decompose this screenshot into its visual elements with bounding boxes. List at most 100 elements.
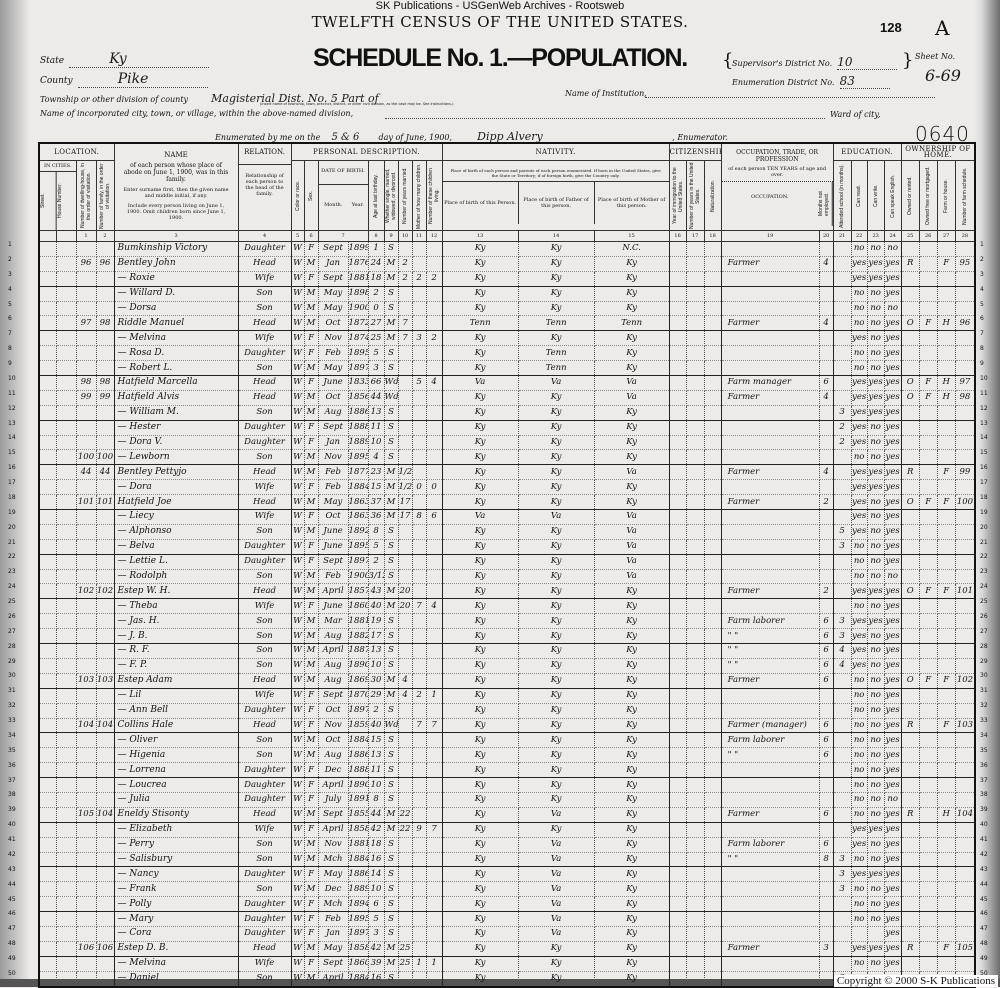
row-number: 33	[8, 717, 16, 724]
years-in-us-cell	[685, 255, 705, 272]
years-in-us-cell	[685, 747, 705, 764]
birth-month-cell: Feb	[317, 568, 349, 585]
marital-status-cell: S	[383, 925, 399, 942]
age-cell: 3	[367, 925, 385, 942]
birth-year-cell: 1888	[347, 762, 369, 779]
color-cell: W	[290, 732, 305, 749]
months-unemployed-cell	[818, 568, 834, 585]
census-row: — Theba Wife W F June 1860 40 M 20 7 4 Ky Ky Ky no no ye…	[38, 598, 976, 615]
naturalization-cell	[703, 866, 722, 883]
farm-schedule-number-cell	[954, 925, 976, 942]
age-cell: 39	[367, 955, 385, 972]
school-months-cell: 4	[832, 657, 852, 674]
immigration-year-cell	[668, 345, 687, 362]
free-mortgaged-cell	[918, 613, 938, 630]
can-write-cell: yes	[866, 389, 885, 406]
months-unemployed-cell: 6	[818, 613, 834, 630]
can-write-cell: yes	[866, 583, 885, 600]
mother-birthplace-cell: Tenn	[593, 315, 670, 332]
street-cell	[38, 881, 57, 898]
father-birthplace-cell: Ky	[517, 494, 595, 511]
header-marital: Whether single, married, widowed, or div…	[383, 160, 399, 231]
years-married-cell	[397, 732, 413, 749]
can-write-cell: no	[866, 643, 885, 659]
owned-rented-cell	[900, 613, 920, 630]
father-birthplace-cell: Ky	[517, 389, 595, 406]
birth-month-cell: Jan	[317, 925, 349, 942]
family-number-cell: 98	[95, 375, 115, 391]
color-cell: W	[290, 568, 305, 585]
children-living-cell	[425, 538, 443, 555]
years-married-cell	[397, 925, 413, 942]
row-number: 47	[980, 925, 988, 933]
birth-month-cell: May	[317, 360, 349, 377]
immigration-year-cell	[668, 583, 687, 600]
color-cell: W	[290, 717, 305, 734]
immigration-year-cell	[668, 657, 687, 674]
farm-schedule-number-cell	[954, 449, 976, 466]
color-cell: W	[290, 509, 305, 525]
farm-or-house-cell	[936, 523, 956, 540]
birthplace-cell: Ky	[441, 434, 519, 451]
marital-status-cell: S	[383, 404, 399, 421]
school-months-cell	[832, 389, 852, 406]
census-row: — Hester Daughter W F Sept 1888 11 S Ky Ky Ky 2 yes n…	[38, 419, 976, 436]
row-number: 1	[8, 241, 12, 248]
years-in-us-cell	[685, 806, 705, 823]
color-cell: W	[290, 404, 305, 421]
census-row: — Dora V. Daughter W F Jan 1889 10 S Ky Ky Ky 2 yes n…	[38, 434, 976, 451]
occupation-cell	[720, 791, 820, 808]
column-number: 14	[517, 230, 595, 242]
birth-month-cell: June	[317, 538, 349, 555]
owned-rented-cell	[900, 434, 920, 451]
free-mortgaged-cell	[918, 255, 938, 272]
header-sex: Sex.	[303, 160, 319, 231]
mother-birthplace-cell: Ky	[593, 940, 670, 957]
color-cell: W	[290, 866, 305, 883]
sex-cell: F	[303, 479, 319, 496]
row-number: 30	[980, 672, 988, 680]
children-living-cell	[425, 911, 443, 927]
age-cell: 5	[367, 538, 385, 555]
mother-birthplace-cell: Ky	[593, 419, 670, 436]
free-mortgaged-cell	[918, 464, 938, 481]
sex-cell: F	[303, 911, 319, 927]
children-living-cell	[425, 404, 443, 421]
family-number-cell	[95, 896, 115, 913]
mother-birthplace-cell: Ky	[593, 881, 670, 898]
age-cell: 29	[367, 687, 385, 704]
birthplace-cell: Ky	[441, 523, 519, 540]
farm-or-house-cell	[936, 241, 956, 257]
farm-schedule-number-cell	[954, 657, 976, 674]
birth-month-cell: Oct	[317, 315, 349, 332]
father-birthplace-cell: Tenn	[517, 345, 595, 362]
row-number: 10	[980, 374, 988, 382]
farm-schedule-number-cell	[954, 643, 976, 659]
free-mortgaged-cell	[918, 940, 938, 957]
marital-status-cell: S	[383, 628, 399, 645]
age-cell: 18	[367, 836, 385, 853]
birthplace-cell: Ky	[441, 494, 519, 511]
years-in-us-cell	[685, 821, 705, 838]
naturalization-cell	[703, 434, 722, 451]
farm-schedule-number-cell	[954, 911, 976, 927]
school-months-cell	[832, 955, 852, 972]
column-number	[38, 230, 57, 242]
sex-cell: F	[303, 896, 319, 913]
immigration-year-cell	[668, 940, 687, 957]
street-cell	[38, 553, 57, 570]
farm-schedule-number-cell	[954, 955, 976, 972]
city-value	[385, 109, 825, 119]
column-number: 19	[720, 230, 820, 242]
owned-rented-cell	[900, 732, 920, 749]
naturalization-cell	[703, 285, 722, 302]
father-birthplace-cell: Ky	[517, 777, 595, 793]
row-number: 39	[980, 806, 988, 814]
street-cell	[38, 434, 57, 451]
years-in-us-cell	[685, 464, 705, 481]
color-cell: W	[290, 970, 305, 988]
farm-schedule-number-cell: 95	[954, 255, 976, 272]
sex-cell: M	[303, 315, 319, 332]
state-field: State Ky	[40, 48, 210, 68]
marital-status-cell: M	[383, 270, 399, 287]
